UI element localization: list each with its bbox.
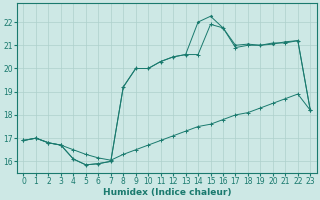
X-axis label: Humidex (Indice chaleur): Humidex (Indice chaleur): [103, 188, 231, 197]
